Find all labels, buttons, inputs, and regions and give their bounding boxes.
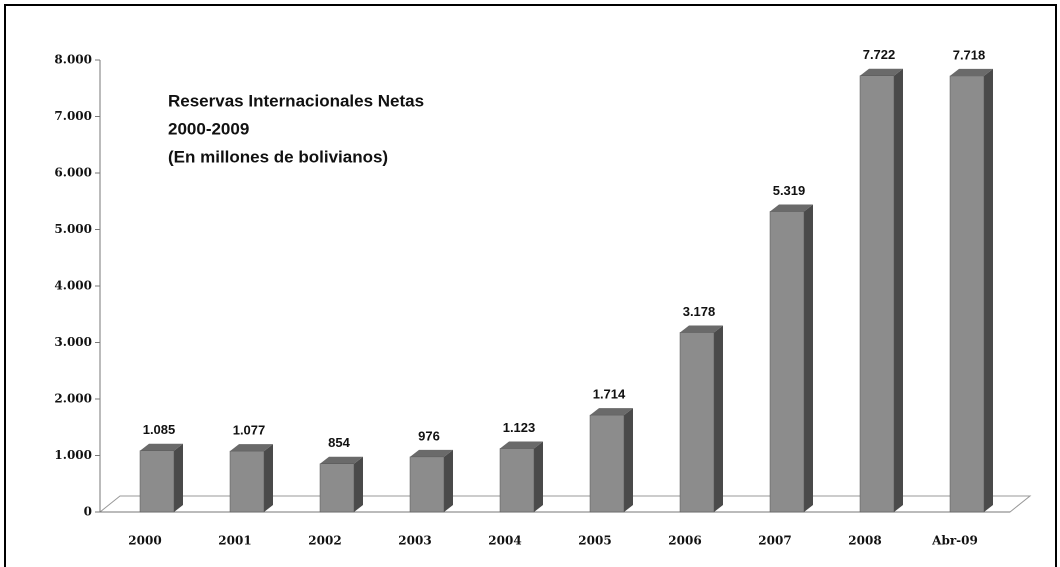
bar-top [770, 204, 813, 212]
data-label: 854 [328, 435, 350, 450]
bar-side [534, 441, 543, 512]
bar-top [500, 441, 543, 449]
y-tick-label: 2.000 [54, 392, 92, 406]
data-label: 1.714 [593, 387, 626, 402]
bar-side [354, 456, 363, 512]
chart-title: 2000-2009 [168, 119, 249, 138]
x-tick-label: 2003 [398, 534, 431, 548]
bar-top [680, 325, 723, 333]
bar [949, 75, 985, 513]
bar-side [984, 68, 993, 513]
bar-side [804, 204, 813, 512]
x-tick-label: 2006 [668, 534, 701, 548]
bar-top [140, 443, 183, 451]
data-label: 1.085 [143, 422, 176, 437]
bar-top [590, 408, 633, 416]
bar-side [174, 443, 183, 512]
bar [859, 75, 895, 513]
y-tick-label: 4.000 [54, 279, 92, 293]
bar-side [714, 325, 723, 512]
x-tick-label: Abr-09 [931, 534, 978, 548]
y-tick-label: 8.000 [54, 53, 92, 67]
data-label: 976 [418, 428, 440, 443]
chart-title: (En millones de bolivianos) [168, 147, 388, 166]
frame [4, 4, 1057, 567]
data-label: 7.718 [953, 47, 986, 62]
bar [769, 211, 805, 513]
y-tick-label: 7.000 [54, 109, 92, 123]
data-label: 1.077 [233, 423, 266, 438]
bar [499, 448, 535, 513]
x-tick-label: 2008 [848, 534, 881, 548]
y-tick-label: 1.000 [54, 448, 92, 462]
x-tick-label: 2007 [758, 534, 791, 548]
bar-top [230, 444, 273, 452]
bar-top [320, 456, 363, 464]
bar-top [410, 449, 453, 457]
bar [229, 450, 265, 513]
data-label: 3.178 [683, 304, 716, 319]
x-tick-label: 2002 [308, 534, 341, 548]
y-tick-label: 3.000 [54, 335, 92, 349]
bar-side [264, 444, 273, 512]
bar-side [894, 68, 903, 512]
data-label: 1.123 [503, 420, 536, 435]
x-tick-label: 2000 [128, 534, 161, 548]
data-label: 7.722 [863, 47, 896, 62]
bar-top [860, 68, 903, 76]
bar-top [950, 68, 993, 76]
data-label: 5.319 [773, 183, 806, 198]
bar-side [624, 408, 633, 512]
bar [679, 332, 715, 513]
x-tick-label: 2005 [578, 534, 611, 548]
bar [409, 456, 445, 513]
y-tick-label: 6.000 [54, 166, 92, 180]
bar [589, 414, 625, 513]
chart-title: Reservas Internacionales Netas [168, 91, 424, 110]
bar [139, 450, 175, 513]
x-tick-label: 2004 [488, 534, 521, 548]
y-tick-label: 0 [84, 505, 92, 519]
bar-side [444, 449, 453, 512]
x-tick-label: 2001 [218, 534, 251, 548]
bar [319, 463, 355, 513]
y-tick-label: 5.000 [54, 222, 92, 236]
